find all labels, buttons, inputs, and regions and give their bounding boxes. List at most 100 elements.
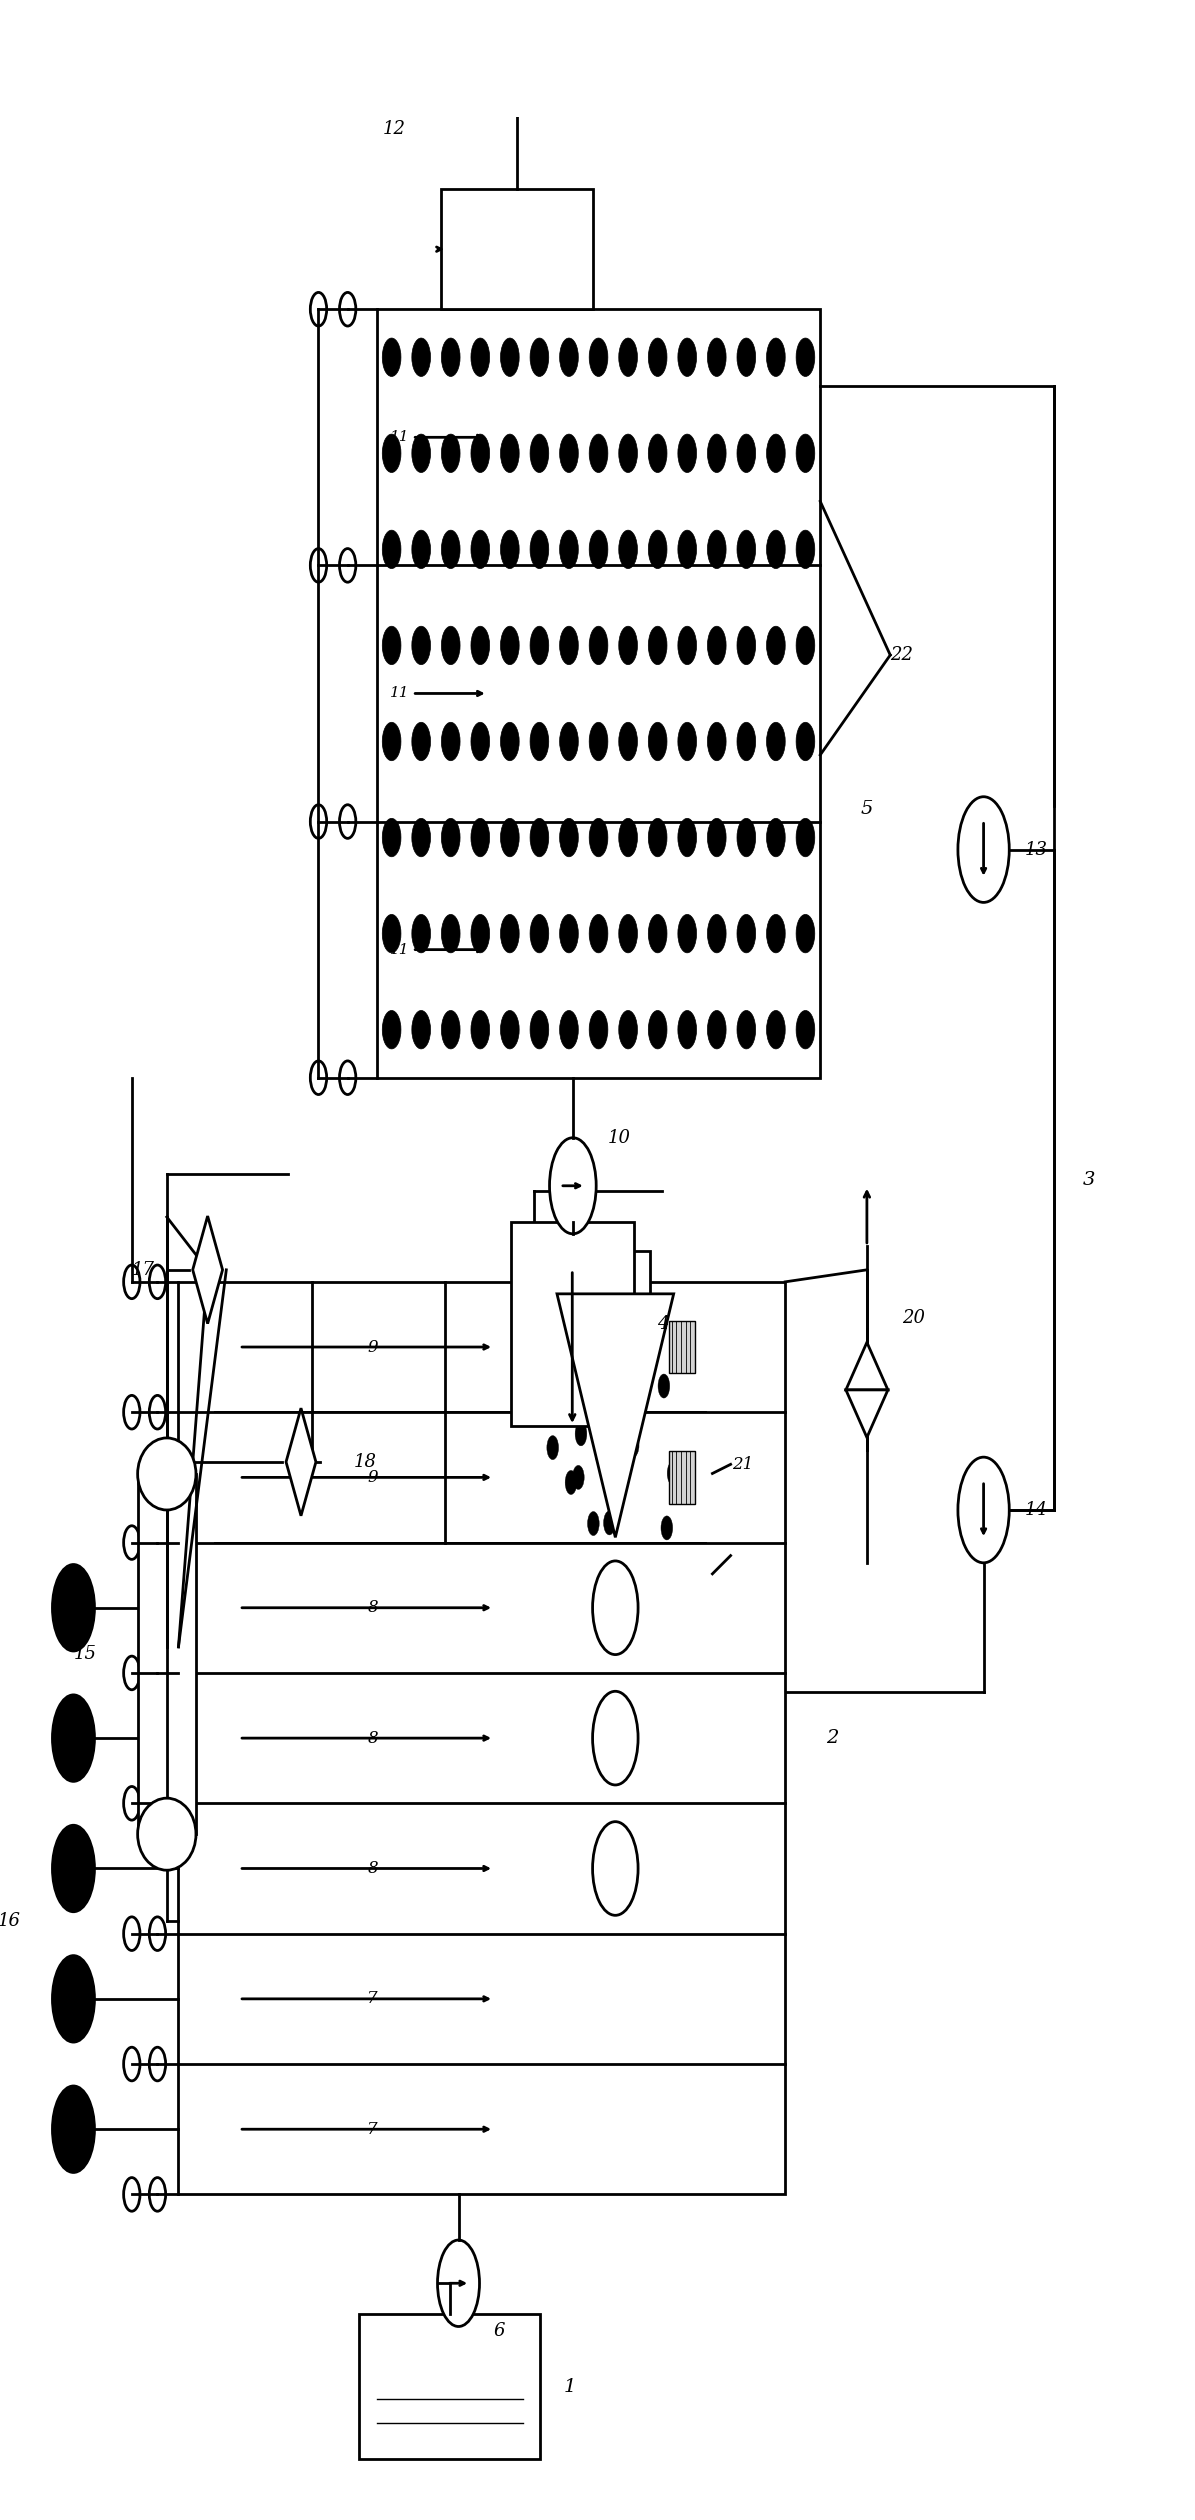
Circle shape — [501, 627, 519, 665]
Circle shape — [658, 1373, 669, 1399]
Circle shape — [649, 627, 667, 665]
Circle shape — [501, 529, 519, 570]
Text: 10: 10 — [608, 1129, 631, 1147]
Circle shape — [572, 1467, 584, 1489]
Circle shape — [707, 529, 727, 570]
Bar — [511, 1222, 633, 1426]
Circle shape — [649, 723, 667, 761]
Text: 13: 13 — [1024, 842, 1048, 859]
Circle shape — [412, 1011, 430, 1048]
Circle shape — [471, 627, 490, 665]
Circle shape — [568, 1331, 580, 1353]
Circle shape — [737, 338, 755, 375]
Circle shape — [441, 627, 460, 665]
Circle shape — [796, 433, 815, 474]
Circle shape — [441, 338, 460, 375]
Circle shape — [471, 723, 490, 761]
Circle shape — [559, 819, 578, 857]
Circle shape — [441, 819, 460, 857]
Circle shape — [766, 1011, 785, 1048]
Circle shape — [547, 1436, 558, 1459]
Circle shape — [501, 338, 519, 375]
Circle shape — [649, 529, 667, 570]
Circle shape — [339, 549, 356, 582]
Ellipse shape — [137, 1439, 196, 1509]
Circle shape — [796, 1011, 815, 1048]
Circle shape — [412, 433, 430, 474]
Circle shape — [575, 1421, 587, 1446]
Circle shape — [559, 433, 578, 474]
Circle shape — [339, 292, 356, 325]
Circle shape — [619, 433, 637, 474]
Circle shape — [766, 529, 785, 570]
Circle shape — [412, 338, 430, 375]
Circle shape — [501, 915, 519, 953]
Circle shape — [766, 627, 785, 665]
Circle shape — [737, 819, 755, 857]
Circle shape — [412, 915, 430, 953]
Circle shape — [589, 915, 608, 953]
Circle shape — [382, 627, 402, 665]
Polygon shape — [846, 1391, 888, 1436]
Circle shape — [149, 1265, 166, 1298]
Text: 6: 6 — [494, 2323, 505, 2341]
Text: 18: 18 — [354, 1454, 376, 1472]
Bar — [581, 1250, 650, 1293]
Circle shape — [53, 1565, 94, 1651]
Circle shape — [471, 338, 490, 375]
Circle shape — [619, 915, 637, 953]
Circle shape — [531, 529, 549, 570]
Circle shape — [766, 338, 785, 375]
Circle shape — [382, 819, 402, 857]
Text: 11: 11 — [391, 942, 410, 958]
Circle shape — [678, 915, 697, 953]
Circle shape — [550, 1137, 596, 1235]
Circle shape — [559, 338, 578, 375]
Circle shape — [678, 433, 697, 474]
Circle shape — [471, 819, 490, 857]
Ellipse shape — [137, 1799, 196, 1870]
Circle shape — [441, 915, 460, 953]
Circle shape — [619, 723, 637, 761]
Circle shape — [382, 1011, 402, 1048]
Circle shape — [123, 1525, 140, 1560]
Circle shape — [707, 627, 727, 665]
Circle shape — [737, 433, 755, 474]
Text: 22: 22 — [890, 645, 913, 665]
Circle shape — [123, 2046, 140, 2082]
Circle shape — [707, 338, 727, 375]
Circle shape — [412, 627, 430, 665]
Circle shape — [607, 1308, 618, 1333]
Circle shape — [471, 529, 490, 570]
Circle shape — [796, 819, 815, 857]
Text: 16: 16 — [0, 1913, 20, 1930]
Circle shape — [707, 433, 727, 474]
Circle shape — [649, 819, 667, 857]
Text: 9: 9 — [367, 1338, 378, 1356]
Circle shape — [311, 1061, 326, 1094]
Circle shape — [441, 1011, 460, 1048]
Text: 12: 12 — [382, 121, 406, 139]
Circle shape — [501, 819, 519, 857]
Circle shape — [149, 2046, 166, 2082]
Circle shape — [649, 915, 667, 953]
Circle shape — [649, 1011, 667, 1048]
Circle shape — [559, 529, 578, 570]
Circle shape — [471, 1011, 490, 1048]
Circle shape — [958, 1457, 1010, 1562]
Circle shape — [382, 338, 402, 375]
Circle shape — [619, 338, 637, 375]
Bar — [137, 1474, 196, 1835]
Text: 3: 3 — [1083, 1172, 1095, 1189]
Circle shape — [649, 433, 667, 474]
Circle shape — [796, 915, 815, 953]
Circle shape — [617, 1288, 629, 1310]
Circle shape — [737, 529, 755, 570]
Circle shape — [678, 529, 697, 570]
Circle shape — [589, 338, 608, 375]
Circle shape — [501, 723, 519, 761]
Text: 2: 2 — [826, 1729, 838, 1746]
Text: 5: 5 — [860, 799, 874, 819]
Text: 7: 7 — [367, 1991, 378, 2008]
Circle shape — [661, 1517, 673, 1540]
